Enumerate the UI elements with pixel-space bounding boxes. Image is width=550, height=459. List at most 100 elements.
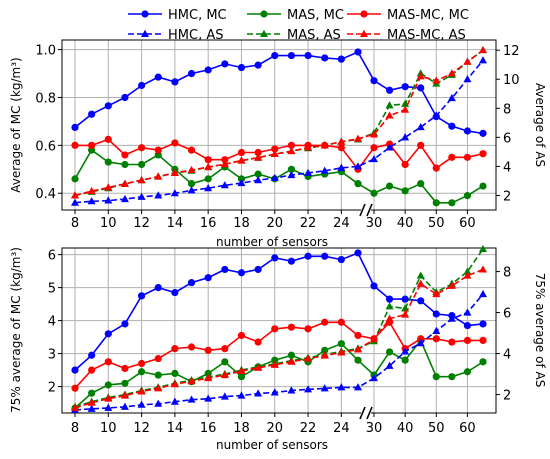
y-left-tick-label: 3 [48,348,56,363]
x-tick-label: 60 [459,421,476,436]
data-point [304,51,312,60]
data-point [154,399,163,407]
data-point [321,346,329,354]
data-point [104,183,113,191]
data-point [121,151,129,159]
legend-marker [141,10,149,18]
legend-marker [260,29,268,37]
top-y-axis-left-label: Average of MC (kg/m³) [9,57,23,193]
x-tick-label: 12 [133,216,150,231]
data-point [187,69,196,78]
bottom-y-axis-left-label: 75% average of MC (kg/m³) [9,247,23,413]
data-point [137,144,146,152]
data-point [170,168,179,176]
data-point [220,181,229,189]
data-point [479,56,487,64]
data-point [237,148,246,157]
data-point [121,364,129,373]
data-point [447,69,456,77]
data-point [447,93,456,102]
data-point [401,310,410,318]
data-point [432,289,441,298]
data-point [187,279,196,287]
data-point [304,252,312,260]
data-point [87,398,96,406]
data-point [120,402,129,410]
data-point [137,81,146,90]
data-point [237,175,246,183]
data-point [154,191,163,199]
data-point [385,314,394,322]
x-tick-label: 50 [428,216,445,231]
data-point [170,189,179,197]
data-point [370,189,378,197]
data-point [104,158,112,166]
axis-break-slash [366,203,373,217]
data-point [354,383,362,391]
x-tick-label: 8 [71,216,79,231]
x-tick-label: 16 [200,421,217,436]
data-point [270,388,279,396]
data-point [304,143,313,151]
data-point [287,146,296,155]
x-tick-label: 24 [333,216,350,231]
series-hmc-mc [71,48,487,137]
axis-break-slash [359,406,366,420]
data-point [354,180,362,188]
bottom-chart: number of sensors 75% average of MC (kg/… [9,244,547,452]
data-point [254,363,263,371]
data-point [417,180,425,188]
data-point [271,254,279,262]
data-point [104,403,113,411]
series-line [74,49,484,197]
data-point [370,144,378,152]
data-point [354,249,362,257]
series-line [74,148,484,204]
x-tick-label: 60 [459,216,476,231]
data-point [271,325,279,333]
data-point [87,197,96,205]
legend-item: MAS, AS [247,28,341,43]
data-point [254,148,262,157]
data-point [204,175,212,183]
data-point [321,318,329,326]
data-point [287,165,296,173]
data-point [304,385,313,393]
data-point [448,338,456,346]
series-hmc-as [71,289,487,413]
data-point [417,84,425,92]
legend-marker [260,10,268,18]
x-tick-label: 8 [71,421,79,436]
axis-break [359,203,373,217]
data-point [104,196,113,204]
data-point [137,387,146,395]
data-point [320,141,329,149]
data-point [287,170,296,179]
data-point [417,141,425,149]
data-point [479,320,487,328]
data-point [385,86,394,94]
data-point [88,351,96,359]
data-point [447,314,456,322]
data-point [237,269,246,277]
legend-item: HMC, AS [128,28,223,43]
data-point [121,93,129,102]
data-point [337,144,345,152]
data-point [220,370,229,379]
data-point [401,295,409,303]
legend-label: HMC, MC [168,8,227,23]
data-point [270,173,279,182]
x-tick-label: 18 [233,216,250,231]
data-point [432,111,441,119]
data-point [463,308,472,316]
x-tick-label: 10 [100,216,117,231]
data-point [137,292,146,300]
data-point [170,397,179,405]
data-point [171,288,179,297]
legend-item: MAS-MC, AS [347,28,466,43]
legend-label: MAS, AS [287,28,341,43]
data-point [120,179,129,187]
data-point [354,356,362,364]
series-mas-mc-mc [71,135,487,173]
data-point [187,395,196,403]
